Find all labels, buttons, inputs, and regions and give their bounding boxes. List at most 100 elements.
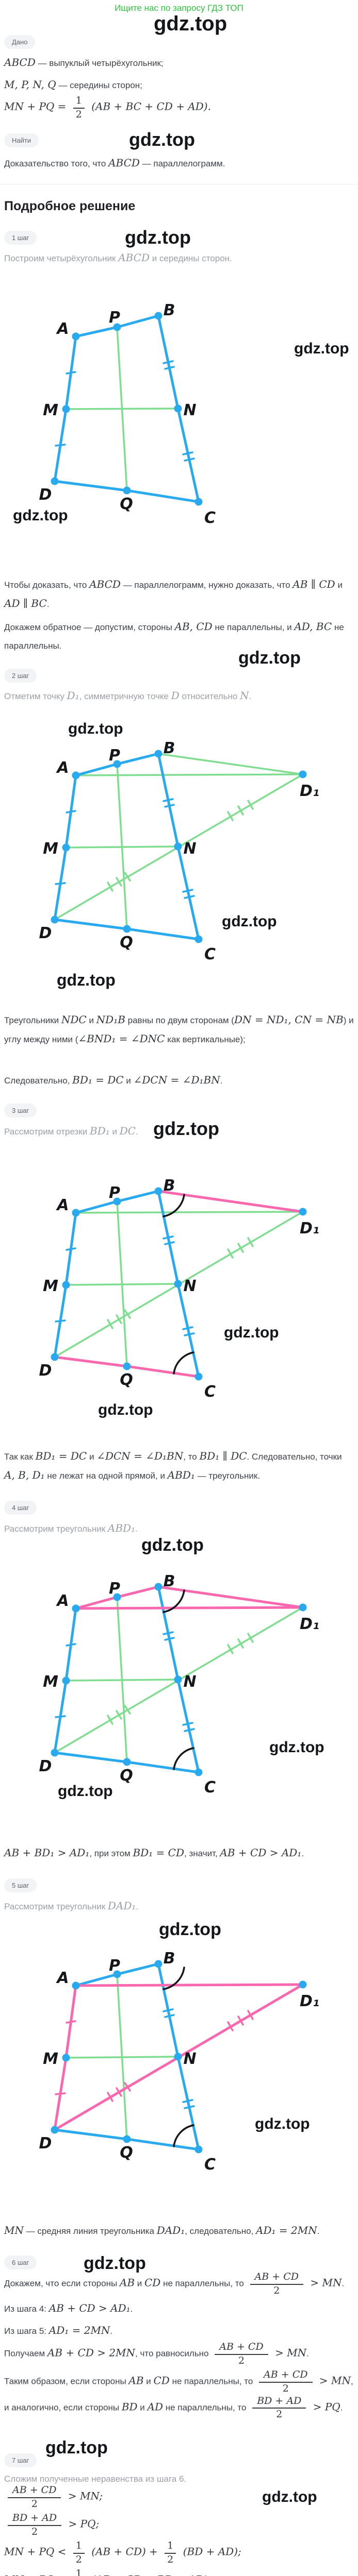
- watermark-fig2-top: gdz.top: [68, 720, 123, 737]
- vertex-label-p: P: [109, 747, 120, 765]
- vertex-label-d: D: [39, 2134, 52, 2153]
- fraction-bd-ad: BD + AD 2: [252, 2395, 306, 2421]
- watermark-fig5-top: gdz.top: [159, 1920, 221, 1939]
- header-search-link[interactable]: Ищите нас по запросу ГДЗ ТОП: [115, 3, 243, 13]
- vertex-dots: [51, 1960, 307, 2154]
- step3-parallel-text: Так как BD₁ = DC и ∠DCN = ∠D₁BN, то BD₁ …: [4, 1450, 342, 1481]
- step1-badge: 1 шаг: [4, 231, 37, 245]
- step5-badge: 5 шаг: [4, 1878, 37, 1892]
- given-quadrilateral-text: ABCD — выпуклый четырёхугольник;: [4, 56, 164, 69]
- watermark-fig4-right: gdz.top: [269, 1739, 324, 1756]
- watermark-fig5-right: gdz.top: [255, 2115, 310, 2132]
- watermark-step1: gdz.top: [125, 227, 191, 248]
- vertex-label-p: P: [109, 309, 120, 327]
- step6-result-text: Получаем AB + CD > 2MN, что равносильно …: [4, 2341, 309, 2367]
- vertex-label-a: A: [56, 1196, 69, 1214]
- watermark-step6: gdz.top: [84, 2253, 146, 2273]
- watermark-find: gdz.top: [129, 129, 195, 150]
- step1-goal-text: Чтобы доказать, что ABCD — параллелограм…: [4, 578, 343, 609]
- formula-mn: AB + CD 2 > MN;: [4, 2484, 354, 2511]
- vertex-label-b: B: [164, 1572, 175, 1590]
- vertex-label-d1: D₁: [300, 1992, 319, 2010]
- watermark-after-fig2: gdz.top: [57, 971, 116, 989]
- watermark-fig4-top: gdz.top: [141, 1535, 204, 1555]
- step3-badge: 3 шаг: [4, 1104, 37, 1117]
- vertex-label-d: D: [39, 1362, 52, 1380]
- vertex-label-c: C: [204, 945, 216, 963]
- find-text: Доказательство того, что ABCD — параллел…: [4, 157, 225, 169]
- watermark-fig3-bottom: gdz.top: [98, 1401, 153, 1418]
- vertex-dots: [51, 312, 203, 506]
- vertex-label-m: M: [43, 1673, 58, 1691]
- step6-from-step4-text: Из шага 4: AB + CD > AD₁.: [4, 2302, 133, 2314]
- fraction-one-half: 12: [73, 2568, 85, 2576]
- detailed-solution-heading: Подробное решение: [4, 199, 136, 213]
- vertex-labels: A P B M N D Q C: [39, 304, 216, 527]
- vertex-label-m: M: [43, 840, 58, 858]
- vertex-label-d: D: [39, 486, 52, 504]
- step1-contrary-text: Докажем обратное — допустим, стороны AB,…: [4, 620, 344, 651]
- vertex-label-n: N: [183, 1277, 196, 1295]
- vertex-label-a: A: [56, 1592, 69, 1610]
- tick-marks: [55, 798, 254, 899]
- step3-intro-text: Рассмотрим отрезки BD₁ и DC.: [4, 1125, 138, 1137]
- vertex-label-c: C: [204, 509, 216, 527]
- vertex-label-m: M: [43, 2050, 58, 2068]
- step6-summary-text: Таким образом, если стороны AB и CD не п…: [4, 2369, 353, 2421]
- vertex-label-p: P: [109, 1957, 120, 1975]
- vertex-label-c: C: [204, 1778, 216, 1797]
- green-construction-lines: [54, 753, 304, 930]
- vertex-label-b: B: [164, 739, 175, 757]
- fraction-ab-cd: AB + CD 2: [8, 2484, 61, 2511]
- vertex-label-d: D: [39, 924, 52, 942]
- step5-midline-text: MN — средняя линия треугольника DAD₁, сл…: [4, 2224, 320, 2236]
- watermark-step7-right: gdz.top: [262, 2488, 317, 2505]
- watermark-fig3-right: gdz.top: [224, 1324, 279, 1341]
- vertex-label-d1: D₁: [300, 1615, 319, 1633]
- vertex-label-d1: D₁: [300, 1219, 319, 1238]
- vertex-labels: A P B M N D Q C D₁: [39, 1950, 319, 2174]
- watermark-top: gdz.top: [154, 12, 227, 35]
- step6-badge: 6 шаг: [4, 2256, 37, 2269]
- vertex-label-q: Q: [120, 2144, 133, 2162]
- fraction-bd-ad: BD + AD 2: [8, 2512, 62, 2538]
- vertex-label-b: B: [164, 304, 175, 319]
- vertex-label-q: Q: [120, 1767, 133, 1785]
- vertex-label-q: Q: [120, 1371, 133, 1389]
- watermark-step3: gdz.top: [153, 1118, 219, 1139]
- vertex-label-q: Q: [120, 495, 133, 513]
- tick-marks: [55, 2008, 254, 2109]
- vertex-label-a: A: [56, 759, 69, 777]
- figure-quadrilateral-abcd: A P B M N D Q C: [39, 304, 216, 527]
- step6-goal-text: Докажем, что если стороны AB и CD не пар…: [4, 2271, 345, 2296]
- step7-badge: 7 шаг: [4, 2453, 37, 2467]
- step4-intro-text: Рассмотрим треугольник ABD₁.: [4, 1522, 138, 1534]
- step2-triangles-equal-text: Треугольники NDC и ND₁B равны по двум ст…: [4, 1013, 354, 1045]
- vertex-dots: [51, 1187, 307, 1381]
- watermark-fig1-right: gdz.top: [294, 340, 349, 357]
- fraction-ab-cd: AB + CD 2: [259, 2369, 313, 2395]
- vertex-label-b: B: [164, 1950, 175, 1968]
- watermark-fig1-bottom: gdz.top: [13, 507, 68, 524]
- step2-consequence-text: Следовательно, BD₁ = DC и ∠DCN = ∠D₁BN.: [4, 1074, 223, 1086]
- angle-arcs: [162, 1194, 194, 1375]
- tick-marks: [55, 1631, 254, 1732]
- vertex-dots: [51, 750, 307, 943]
- figure-triangle-dad1: A P B M N D Q C D₁: [39, 1950, 319, 2174]
- fraction-ab-cd: AB + CD 2: [215, 2341, 268, 2367]
- tick-marks: [55, 1235, 254, 1336]
- vertex-dots: [51, 1583, 307, 1776]
- step2-badge: 2 шаг: [4, 669, 37, 683]
- step4-badge: 4 шаг: [4, 1501, 37, 1515]
- green-midlines: [65, 326, 179, 492]
- vertex-label-p: P: [109, 1580, 120, 1598]
- step1-intro-text: Построим четырёхугольник ABCD и середины…: [4, 251, 232, 264]
- watermark-fig4-bottom: gdz.top: [58, 1783, 113, 1800]
- vertex-label-m: M: [43, 1277, 58, 1295]
- figure-pink-bd1-dc: A P B M N D Q C D₁: [39, 1177, 319, 1401]
- vertex-label-d: D: [39, 1757, 52, 1775]
